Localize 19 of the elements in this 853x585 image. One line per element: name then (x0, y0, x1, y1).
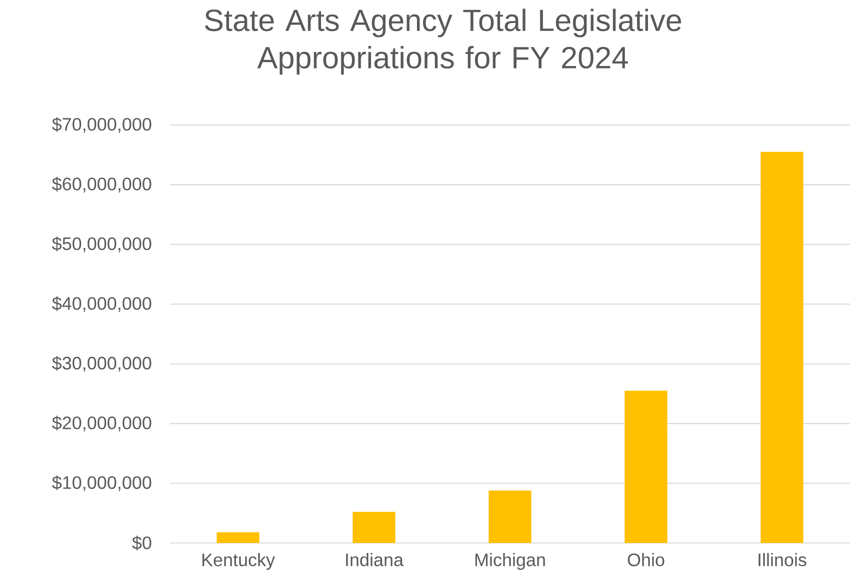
x-tick-label: Ohio (628, 553, 664, 566)
bar (760, 152, 804, 543)
x-tick-label: Illinois (758, 553, 806, 566)
x-tick-label: Michigan (475, 553, 545, 570)
bar (216, 532, 260, 543)
bar (488, 490, 532, 543)
y-tick-label: $10,000,000 (52, 475, 152, 492)
y-tick-label: $60,000,000 (52, 176, 152, 193)
y-tick-label: $50,000,000 (52, 236, 152, 252)
x-tick-label: Kentucky (202, 553, 275, 570)
x-tick-label: Indiana (346, 553, 404, 566)
bar (624, 390, 668, 543)
y-tick-label: $30,000,000 (52, 356, 152, 372)
y-tick-label: $70,000,000 (52, 117, 152, 133)
y-tick-label: $20,000,000 (52, 416, 152, 432)
y-tick-label: $0 (132, 536, 152, 550)
chart-title: State Arts Agency Total Legislative Appropriations for FY 2024 (204, 8, 682, 75)
bar (352, 512, 396, 543)
y-tick-label: $40,000,000 (52, 296, 152, 312)
